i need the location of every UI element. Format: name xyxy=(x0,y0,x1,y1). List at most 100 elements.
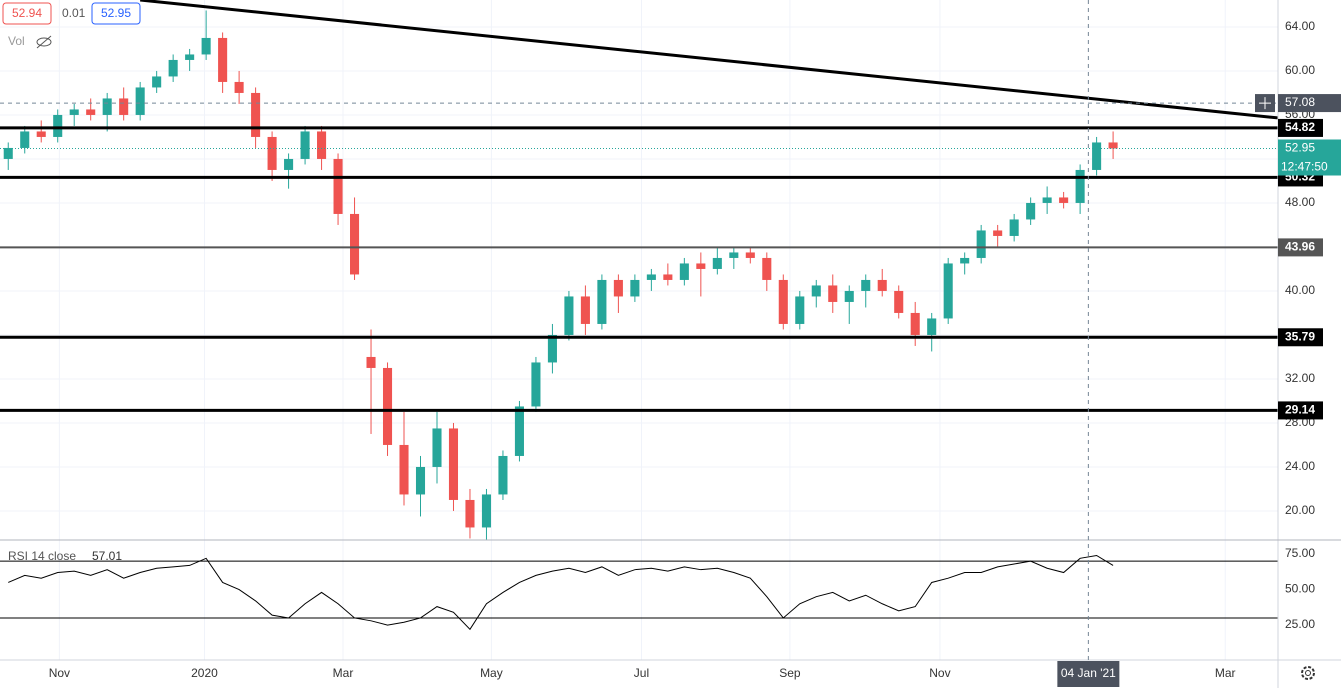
candle-body xyxy=(778,279,788,324)
level-label: 29.14 xyxy=(1285,403,1315,417)
candle-body xyxy=(630,279,640,297)
crosshair-date-box xyxy=(1057,661,1120,687)
x-tick-label: Mar xyxy=(333,666,354,680)
candle-body xyxy=(844,290,854,302)
ask: 52.95 xyxy=(101,6,131,20)
rsi-line xyxy=(8,554,1114,631)
candle-body xyxy=(135,87,145,115)
candle-body xyxy=(481,494,491,528)
candle-body xyxy=(993,230,1003,236)
candle-body xyxy=(943,263,953,319)
candle-body xyxy=(531,362,541,407)
candle-body xyxy=(333,158,343,214)
candle-body xyxy=(762,257,772,280)
candle-body xyxy=(317,131,327,159)
candle-body xyxy=(663,274,673,280)
candle-body xyxy=(102,98,112,115)
crosshair-date-label: 04 Jan '21 xyxy=(1061,666,1116,680)
candle-body xyxy=(415,466,426,495)
candle-body xyxy=(811,285,821,297)
candle-body xyxy=(1059,197,1069,203)
candle-body xyxy=(1092,142,1102,170)
level-label: 54.82 xyxy=(1285,120,1315,134)
last-price-box xyxy=(1278,139,1341,176)
candle-body xyxy=(69,109,79,115)
candle-body xyxy=(1042,197,1052,203)
candle-body xyxy=(712,257,722,269)
spread: 0.01 xyxy=(62,6,86,20)
level-label-box xyxy=(1278,118,1323,137)
last-price-label: 52.95 xyxy=(1285,141,1315,155)
candle-body xyxy=(3,147,13,159)
candle-body xyxy=(927,318,937,335)
y-tick-label: 24.00 xyxy=(1285,459,1315,473)
level-label-box xyxy=(1278,328,1323,347)
rsi-tick-label: 50.00 xyxy=(1285,582,1315,596)
x-tick-label: May xyxy=(480,666,503,680)
candle-body xyxy=(1075,169,1085,203)
candle-body xyxy=(679,263,689,280)
rsi-pane xyxy=(0,554,1278,631)
candle-body xyxy=(729,252,739,258)
level-label-box xyxy=(1278,238,1323,257)
candle-body xyxy=(168,59,178,77)
candle-body xyxy=(119,98,129,115)
y-tick-label: 48.00 xyxy=(1285,195,1315,209)
candle-body xyxy=(910,312,920,335)
candle-body xyxy=(564,296,574,335)
candle-body xyxy=(646,274,656,280)
candle-body xyxy=(251,92,261,137)
level-label: 35.79 xyxy=(1285,329,1315,343)
bid: 52.94 xyxy=(12,6,42,20)
settings-icon[interactable] xyxy=(1301,666,1315,680)
level-label-box xyxy=(1278,401,1323,420)
candle-body xyxy=(580,296,590,324)
candle-body xyxy=(828,285,838,302)
candle-body xyxy=(1026,202,1036,220)
ask-box xyxy=(91,2,141,25)
x-tick-label: Nov xyxy=(49,666,70,680)
candle-body xyxy=(894,290,904,313)
candle-body xyxy=(498,455,508,495)
header: 52.94 0.01 52.95 Vol RSI 14 close 57.01 xyxy=(2,2,1315,680)
candle-body xyxy=(284,158,294,170)
crosshair-plus xyxy=(1259,97,1271,110)
candle-body xyxy=(201,37,211,55)
candle-body xyxy=(1108,142,1118,149)
candle-body xyxy=(547,334,557,363)
crosshair-price-box xyxy=(1278,94,1341,113)
level-label: 43.96 xyxy=(1285,240,1315,254)
candle-body xyxy=(86,109,96,115)
rsi-tick-label: 25.00 xyxy=(1285,617,1315,631)
x-tick-label: Mar xyxy=(1215,666,1236,680)
candle-body xyxy=(350,213,360,275)
bid-box xyxy=(2,2,52,25)
candle-body xyxy=(514,406,524,456)
hide-icon[interactable] xyxy=(36,35,52,49)
candle-body xyxy=(448,428,459,500)
rsi-title: RSI 14 close xyxy=(8,549,76,563)
candle-body xyxy=(432,428,442,467)
y-tick-label: 64.00 xyxy=(1285,19,1315,33)
y-tick-label: 32.00 xyxy=(1285,371,1315,385)
candle-body xyxy=(152,76,162,88)
candle-body xyxy=(399,444,409,495)
candle-body xyxy=(218,37,228,82)
candle-body xyxy=(234,81,244,93)
x-tick-label: Sep xyxy=(779,666,801,680)
y-tick-label: 60.00 xyxy=(1285,63,1315,77)
countdown: 12:47:50 xyxy=(1281,160,1328,174)
x-tick-label: Nov xyxy=(929,666,950,680)
candle-body xyxy=(300,131,310,159)
candle-body xyxy=(976,230,986,258)
candle-body xyxy=(465,499,475,528)
candle-body xyxy=(696,263,706,269)
x-tick-label: Jul xyxy=(634,666,649,680)
candle-body xyxy=(597,279,607,324)
candle-body xyxy=(745,252,755,258)
rsi-tick-label: 75.00 xyxy=(1285,546,1315,560)
candle-body xyxy=(877,279,887,291)
crosshair-price-label: 57.08 xyxy=(1285,95,1315,109)
